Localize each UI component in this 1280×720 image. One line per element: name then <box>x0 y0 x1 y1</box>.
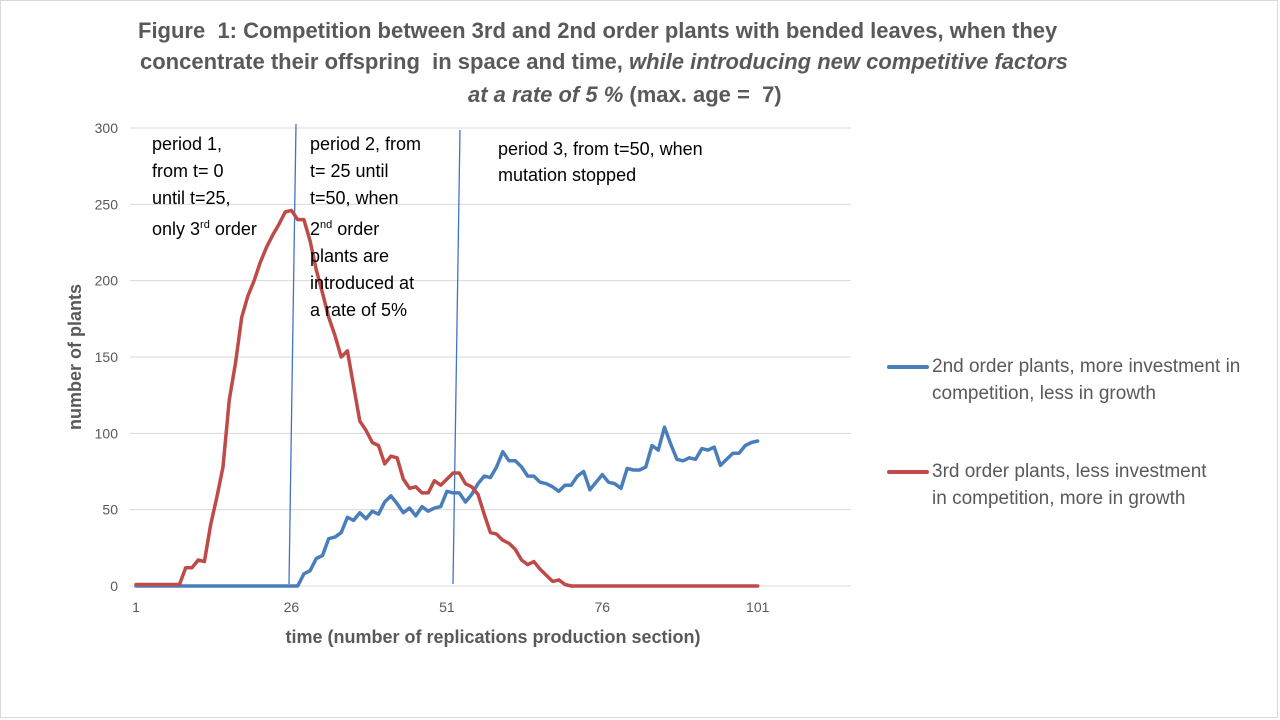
annotation-period-3-line-2: mutation stopped <box>498 165 637 185</box>
legend-swatch-3rd-order <box>887 470 929 474</box>
x-tick-label-26: 26 <box>284 599 300 615</box>
chart-title-line-3-italic: at a rate of 5 % <box>468 82 624 107</box>
chart-title-line-1: Figure 1: Competition between 3rd and 2n… <box>138 18 1058 43</box>
legend-swatch-2nd-order <box>887 365 929 369</box>
y-tick-label-100: 100 <box>95 425 119 441</box>
x-tick-label-1: 1 <box>132 599 140 615</box>
legend-label-3rd-order: 3rd order plants, less investment in com… <box>932 461 1207 509</box>
annotation-period-2-line-2: t= 25 until <box>310 161 389 181</box>
series-line-3rd-order <box>134 208 760 588</box>
y-axis-title: number of plants <box>65 284 85 430</box>
annotation-period-2-line-6: introduced at <box>310 273 415 293</box>
annotation-period-1-line-4: only 3 <box>152 219 201 239</box>
annotation-period-2-line-4-end: order <box>332 219 380 239</box>
annotation-period-1-line-3: until t=25, <box>152 188 231 208</box>
chart-title-line-3-plain: (max. age = 7) <box>623 82 782 107</box>
annotation-period-2-line-3: t=50, when <box>310 188 399 208</box>
y-tick-label-200: 200 <box>95 273 119 289</box>
chart-title-line-3: at a rate of 5 % (max. age = 7) <box>0 82 1228 108</box>
series-line-2nd-order <box>134 425 760 588</box>
chart-title-line-2: concentrate their offspring in space and… <box>0 49 1240 75</box>
series-lines <box>134 208 760 588</box>
legend-label-2nd-order: 2nd order plants, more investment in com… <box>932 356 1241 404</box>
chart-title-line-2-plain: concentrate their offspring in space and… <box>140 49 629 74</box>
annotation-period-3-line-1: period 3, from t=50, when <box>498 139 703 159</box>
annotation-period-2-line-5: plants are <box>310 246 390 266</box>
x-axis-title: time (number of replications production … <box>285 627 700 647</box>
annotation-period-1-line-2: from t= 0 <box>152 161 224 181</box>
annotation-period-2-line-4: 2 <box>310 219 321 239</box>
period-divider-lines <box>288 123 461 585</box>
x-tick-label-101: 101 <box>746 599 770 615</box>
annotation-period-2-line-7: a rate of 5% <box>310 300 408 320</box>
y-tick-labels: 0 50 100 150 200 250 300 <box>95 120 119 594</box>
annotation-period-3: period 3, from t=50, when mutation stopp… <box>498 136 703 188</box>
y-tick-label-250: 250 <box>95 196 119 212</box>
annotation-period-1-line-1: period 1, <box>152 134 223 154</box>
annotation-period-1-superscript: rd <box>200 219 210 231</box>
x-tick-label-76: 76 <box>595 599 611 615</box>
y-tick-label-50: 50 <box>102 502 118 518</box>
y-tick-label-150: 150 <box>95 349 119 365</box>
y-tick-label-0: 0 <box>110 578 118 594</box>
chart-title-line-2-italic: while introducing new competitive factor… <box>628 49 1068 74</box>
y-tick-label-300: 300 <box>95 120 119 136</box>
annotation-period-2-superscript: nd <box>320 219 333 231</box>
annotation-period-2-line-1: period 2, from <box>310 134 422 154</box>
period-divider-2 <box>452 129 461 585</box>
annotation-period-1: period 1, from t= 0 until t=25, only 3rd… <box>152 131 257 243</box>
period-divider-1 <box>288 123 297 585</box>
x-tick-label-51: 51 <box>439 599 455 615</box>
x-tick-labels: 1 26 51 76 101 <box>132 599 770 615</box>
annotation-period-1-line-4-end: order <box>209 219 257 239</box>
annotation-period-2: period 2, from t= 25 until t=50, when 2n… <box>310 131 421 324</box>
